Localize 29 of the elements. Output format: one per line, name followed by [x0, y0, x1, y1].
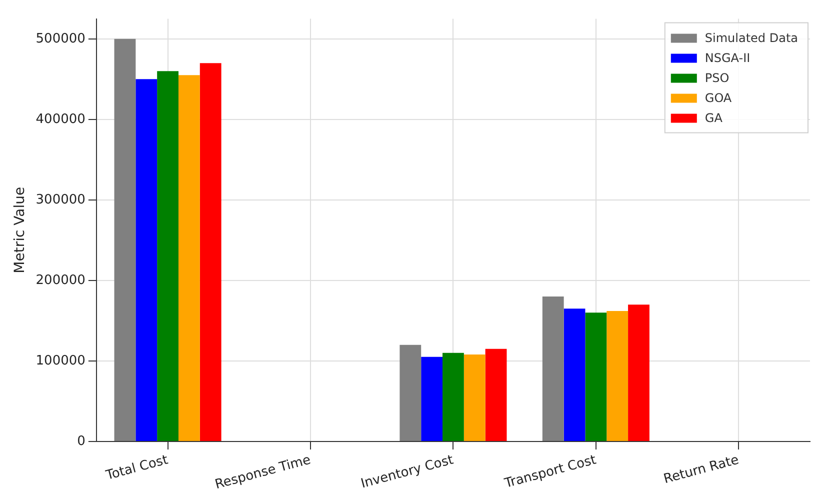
y-tick-label: 0 [77, 434, 86, 449]
bar [200, 63, 222, 441]
y-tick-label: 100000 [36, 353, 86, 368]
bar [464, 354, 486, 441]
bar [585, 312, 607, 441]
bar [564, 308, 586, 441]
y-axis-title: Metric Value [12, 186, 28, 274]
bar [114, 38, 136, 441]
bar [442, 352, 464, 441]
legend-label: Simulated Data [704, 30, 798, 45]
bar [542, 296, 564, 441]
bar [628, 304, 650, 441]
legend-label: GA [704, 110, 724, 125]
bar [606, 311, 628, 441]
legend-label: GOA [704, 90, 732, 105]
legend-label: NSGA-II [704, 50, 750, 65]
bar [136, 79, 158, 441]
bar [421, 356, 443, 441]
y-tick-label: 300000 [36, 192, 86, 208]
bar [485, 348, 507, 441]
y-tick-label: 500000 [36, 31, 86, 46]
y-tick-label: 400000 [36, 112, 86, 127]
y-tick-label: 200000 [36, 272, 86, 288]
bar [157, 71, 178, 441]
x-tick-label: Total Cost [104, 452, 170, 484]
bar [178, 75, 200, 441]
bar [400, 344, 422, 441]
legend-label: PSO [704, 70, 730, 85]
x-tick-label: Return Rate [662, 452, 741, 488]
